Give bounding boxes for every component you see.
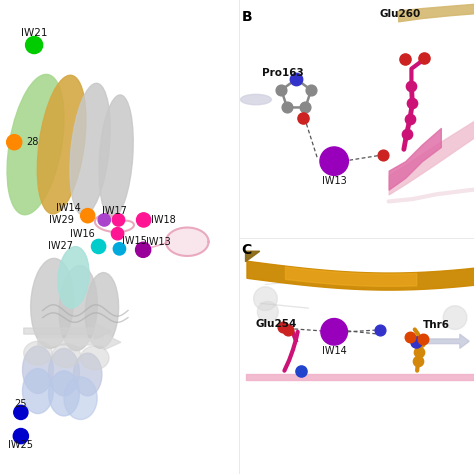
Point [379,152,386,159]
Point [278,86,285,94]
Ellipse shape [23,346,53,393]
Text: 28: 28 [26,137,38,147]
Polygon shape [246,251,260,262]
Point [283,104,291,111]
Text: IW29: IW29 [49,215,73,225]
Ellipse shape [58,246,89,308]
Polygon shape [24,323,111,339]
Ellipse shape [59,265,97,351]
Point [307,86,315,94]
Text: Glu260: Glu260 [379,9,420,18]
Circle shape [111,228,124,240]
Point [414,357,422,365]
Ellipse shape [24,341,52,365]
Ellipse shape [85,273,118,348]
Text: IW21: IW21 [21,28,47,38]
Text: Glu254: Glu254 [256,319,297,329]
Point [415,348,423,356]
Circle shape [7,135,22,150]
Ellipse shape [7,74,64,215]
Circle shape [112,214,125,226]
Ellipse shape [443,306,467,329]
Circle shape [320,147,348,175]
Text: 25: 25 [15,399,27,409]
Text: Thr6: Thr6 [423,320,450,330]
Circle shape [136,242,151,257]
Circle shape [137,213,151,227]
Ellipse shape [70,83,110,215]
Ellipse shape [240,94,271,105]
Point [419,335,427,343]
Text: IW17: IW17 [102,206,127,217]
Point [292,75,300,83]
Ellipse shape [254,287,277,310]
Point [406,115,414,122]
Text: IW14: IW14 [56,202,81,213]
Text: C: C [242,243,252,257]
Bar [0,0,237,474]
Circle shape [81,209,95,223]
Ellipse shape [64,377,97,419]
Text: Pro163: Pro163 [262,68,303,78]
Point [412,338,420,346]
Point [376,326,384,334]
Point [406,333,414,340]
Ellipse shape [52,344,81,367]
Text: IW13: IW13 [322,176,346,186]
Point [403,130,410,137]
Text: IW16: IW16 [70,228,95,239]
Text: IW13: IW13 [146,237,171,247]
Circle shape [14,405,28,419]
Text: IW14: IW14 [322,346,346,356]
Circle shape [98,214,110,226]
Ellipse shape [23,369,53,413]
Point [301,104,309,111]
Ellipse shape [99,95,133,218]
Point [416,338,424,346]
Text: IW27: IW27 [48,241,73,252]
Text: B: B [242,10,252,25]
Point [409,99,416,107]
Ellipse shape [73,353,102,396]
Point [298,367,305,374]
Point [401,55,409,63]
Point [420,54,428,62]
Ellipse shape [48,371,80,416]
Ellipse shape [48,348,80,396]
Circle shape [13,428,28,444]
Polygon shape [166,228,209,256]
Point [280,323,287,331]
Text: IW15: IW15 [122,236,147,246]
Point [408,82,415,90]
Circle shape [91,239,106,254]
Ellipse shape [257,301,278,322]
Bar [239,0,474,235]
Polygon shape [38,334,121,350]
Ellipse shape [31,258,73,348]
Point [284,327,292,334]
Circle shape [113,243,126,255]
Ellipse shape [81,346,109,370]
Circle shape [321,319,347,345]
Circle shape [26,36,43,54]
Text: IW25: IW25 [9,439,33,450]
Text: IW18: IW18 [151,215,175,225]
Polygon shape [412,334,469,348]
Ellipse shape [37,75,86,214]
Bar [239,239,474,474]
Point [299,114,307,122]
